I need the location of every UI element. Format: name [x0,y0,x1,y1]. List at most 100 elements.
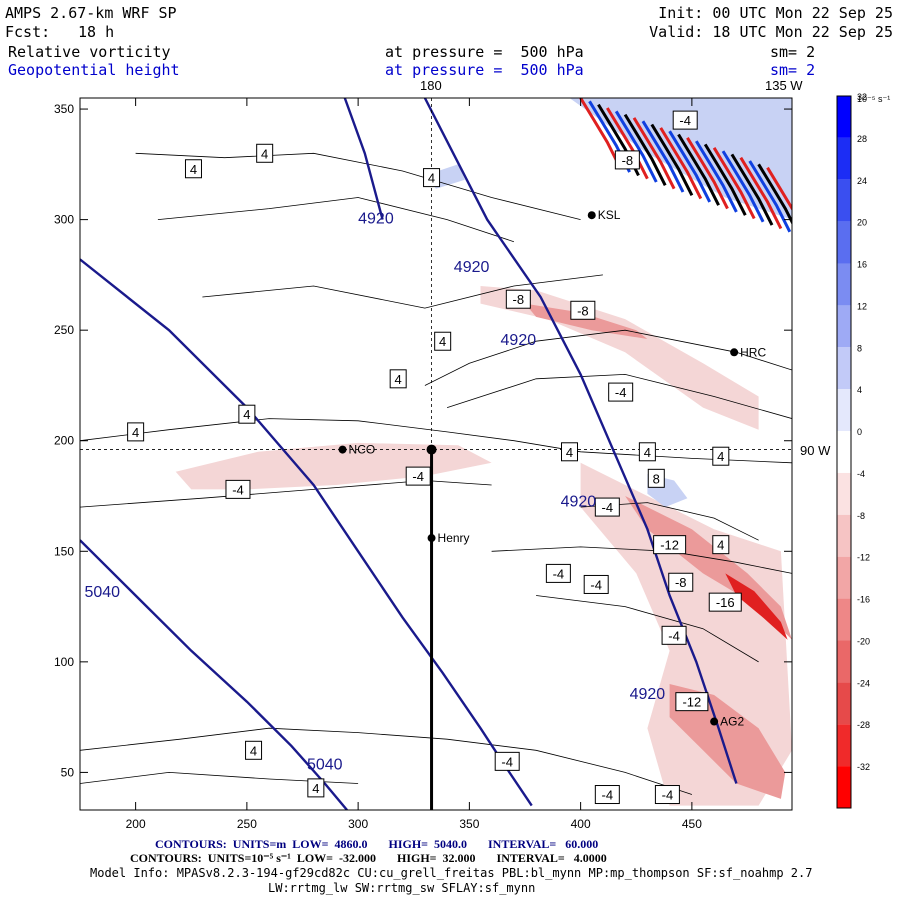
vorticity-contour-line [135,152,581,220]
colorbar-tick-label: 20 [857,218,867,228]
contour-label-box [668,572,694,592]
vorticity-contour-line [80,480,492,508]
station-label-nco: NCO [349,443,376,457]
terrain-streak [766,166,792,212]
terrain-streak [757,163,792,226]
field1-level: at pressure = 500 hPa [385,43,584,61]
x-tick-label: 250 [237,817,257,831]
colorbar-segment [837,514,851,557]
terrain-streak [695,140,738,213]
map-overlay [80,98,792,810]
vorticity-contour-line [202,274,603,309]
colorbar-frame [836,95,852,809]
shade-band-southeast-peak [725,573,788,640]
terrain-streak [579,98,623,170]
contour-label-box [594,785,620,805]
terrain-streak [721,150,765,223]
contour-label: 4 [261,146,268,161]
contour-label-box [127,422,145,442]
x-tick-label: 400 [571,817,591,831]
vorticity-contour-line [446,373,792,419]
terrain-streak [712,147,756,220]
model-title: AMPS 2.67-km WRF SP [5,4,177,22]
colorbar-segment [837,682,851,725]
terrain-streak [606,107,649,180]
colorbar: 32 28 24 20 16 12 8 4 0 -4 -8 -12 -16 -20 -24 -28 -32 10⁻… [836,92,890,809]
lat-label-90w: 90 W [800,443,831,458]
contour-label-box [505,289,531,309]
contour-label: -12 [682,695,701,710]
terrain-streak [632,117,676,190]
vorticity-contour-line [424,329,792,386]
contour-label-box [245,740,263,760]
colorbar-segment [837,305,851,348]
contour-label: 8 [653,471,660,486]
contour-label-box [570,300,596,320]
colorbar-segment [837,389,851,432]
shade-band-northeast-core [525,303,648,339]
contour-label-box [545,563,571,583]
terrain-streak [686,137,729,210]
contour-label: -4 [501,754,513,769]
contour-label-box [661,625,687,645]
colorbar-tick-label: -20 [857,636,870,646]
station-label-henry: Henry [438,531,470,545]
colorbar-segment [837,724,851,767]
shade-band-southeast-core [625,496,792,640]
colorbar-tick-label: -16 [857,595,870,605]
contour-label: 4 [395,372,402,387]
colorbar-tick-label: -12 [857,553,870,563]
station-dot [427,534,436,543]
shade-band-northeast [480,286,759,430]
footer-vorticity-contours: CONTOURS: UNITS=10⁻⁵ s⁻¹ LOW= -32.000 HI… [130,851,607,865]
colorbar-tick-label: 12 [857,301,867,311]
contour-label-box [672,110,698,130]
forecast-label: Fcst: [5,23,51,41]
station-dot [710,717,719,726]
height-contour-label: 4920 [501,332,537,349]
y-tick-label: 50 [61,765,75,779]
contour-label-box [608,382,634,402]
contour-label: -8 [622,153,634,168]
y-tick-label: 150 [54,544,74,558]
plot-frame [79,97,793,811]
colorbar-tick-label: 4 [857,385,862,395]
contour-label: -8 [513,292,525,307]
terrain-streak [677,133,720,206]
station-label-ag2: AG2 [720,715,744,729]
contour-label: 4 [243,407,250,422]
footer-height-contours: CONTOURS: UNITS=m LOW= 4860.0 HIGH= 5040… [155,837,599,851]
contour-label-box [561,442,578,462]
terrain-streak [703,143,747,216]
colorbar-segment [837,221,851,264]
contour-label: -4 [668,628,680,643]
terrain-streak [641,120,685,193]
x-tick-label: 300 [348,817,368,831]
y-tick-label: 250 [54,323,74,337]
contour-label: 4 [190,162,197,177]
y-tick-label: 300 [54,213,74,227]
station-dot [730,348,739,357]
contour-label-box [307,778,325,798]
contour-label: -4 [590,577,602,592]
contour-label-box [583,574,609,594]
colorbar-segment [837,179,851,222]
colorbar-tick-label: 0 [857,427,862,437]
footer-model-info: Model Info: MPASv8.2.3-194-gf29cd82c CU:… [90,866,813,880]
station-dot [587,211,596,220]
lon-label-135w: 135 W [765,78,803,93]
colorbar-tick-label: -24 [857,678,870,688]
shade-band-west [175,442,492,490]
contour-label-box [256,143,274,163]
colorbar-tick-label: -32 [857,762,870,772]
vorticity-contour-line [536,595,759,663]
contour-label-box [494,751,520,771]
contour-label-box [638,442,656,462]
colorbar-segment [837,640,851,683]
y-tick-label: 100 [54,655,74,669]
contour-label-box [712,535,730,555]
contour-label: 4 [717,538,724,553]
contour-label-box [675,692,709,712]
x-tick-label: 350 [459,817,479,831]
